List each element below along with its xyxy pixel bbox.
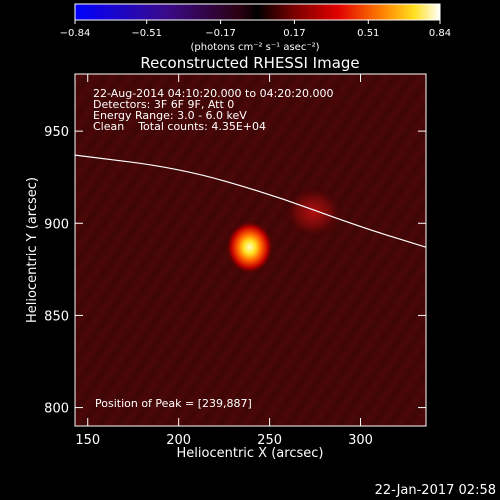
info-line-energy: Energy Range: 3.0 - 6.0 keV: [93, 109, 247, 122]
axis-ticks: 150 200 250 300 950 900 850 800: [44, 74, 426, 448]
colorbar: [74, 3, 441, 21]
y-tick-label: 900: [44, 217, 69, 232]
peak-position-label: Position of Peak = [239,887]: [95, 397, 252, 410]
x-tick-label: 200: [166, 433, 191, 448]
info-line-clean: Clean Total counts: 4.35E+04: [93, 120, 266, 133]
colorbar-ticks: −0.84 −0.51 −0.17 0.17 0.51 0.84: [60, 20, 451, 39]
y-tick-label: 950: [44, 125, 69, 140]
y-tick-label: 800: [44, 402, 69, 417]
plot-frame: [74, 73, 427, 427]
info-line-time: 22-Aug-2014 04:10:20.000 to 04:20:20.000: [93, 87, 334, 100]
x-axis-label: Heliocentric X (arcsec): [177, 446, 324, 461]
x-tick-label: 150: [75, 433, 100, 448]
x-tick-label: 250: [257, 433, 282, 448]
footer-timestamp: 22-Jan-2017 02:58: [375, 483, 496, 498]
colorbar-tick-label: −0.84: [60, 28, 91, 39]
y-tick-label: 850: [44, 309, 69, 324]
x-tick-label: 300: [348, 433, 373, 448]
colorbar-unit-label: (photons cm⁻² s⁻¹ asec⁻²): [190, 42, 319, 53]
colorbar-tick-label: 0.51: [357, 28, 379, 39]
colorbar-tick-label: 0.17: [283, 28, 305, 39]
colorbar-tick-label: 0.84: [429, 28, 451, 39]
info-line-detectors: Detectors: 3F 6F 9F, Att 0: [93, 98, 234, 111]
colorbar-tick-label: −0.51: [131, 28, 162, 39]
image-plot: [75, 74, 426, 426]
colorbar-tick-label: −0.17: [205, 28, 236, 39]
y-axis-label: Heliocentric Y (arcsec): [25, 177, 40, 323]
chart-title: Reconstructed RHESSI Image: [140, 54, 359, 72]
solar-limb-line: [75, 154, 426, 248]
peak-source: [225, 220, 274, 275]
secondary-source: [283, 186, 344, 239]
